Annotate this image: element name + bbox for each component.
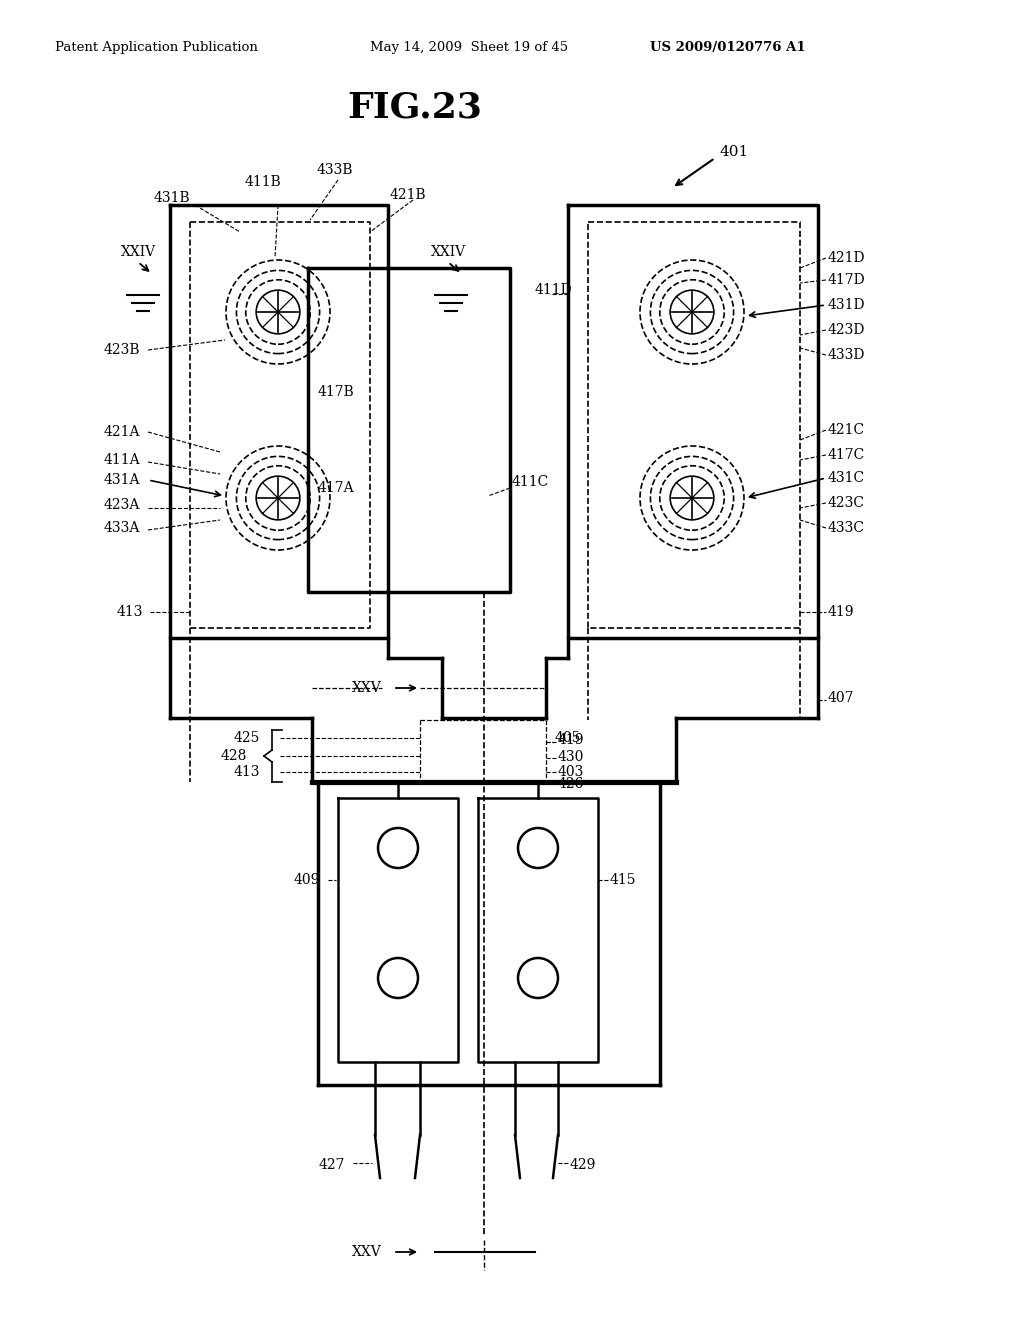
Text: 413: 413 — [233, 766, 260, 779]
Text: 405: 405 — [555, 731, 582, 744]
Text: 427: 427 — [318, 1158, 345, 1172]
Text: 411A: 411A — [103, 453, 140, 467]
Text: 423D: 423D — [828, 323, 865, 337]
Text: XXIV: XXIV — [430, 246, 466, 259]
Text: 428: 428 — [220, 748, 247, 763]
Text: 433D: 433D — [828, 348, 865, 362]
Text: May 14, 2009  Sheet 19 of 45: May 14, 2009 Sheet 19 of 45 — [370, 41, 568, 54]
Text: Patent Application Publication: Patent Application Publication — [55, 41, 258, 54]
Text: FIG.23: FIG.23 — [347, 91, 482, 125]
Text: 409: 409 — [294, 873, 319, 887]
Text: 417C: 417C — [828, 447, 865, 462]
Text: 431D: 431D — [828, 298, 865, 312]
Text: 411D: 411D — [535, 282, 572, 297]
Text: 429: 429 — [570, 1158, 596, 1172]
Text: 417B: 417B — [318, 385, 354, 399]
Text: 421A: 421A — [103, 425, 140, 440]
Text: 419: 419 — [828, 605, 854, 619]
Text: 423C: 423C — [828, 496, 865, 510]
Text: 431B: 431B — [154, 191, 190, 205]
Text: 426: 426 — [558, 777, 585, 791]
Text: 425: 425 — [233, 731, 260, 744]
Text: 431A: 431A — [103, 473, 140, 487]
Text: 411B: 411B — [245, 176, 282, 189]
Text: 423B: 423B — [103, 343, 140, 356]
Text: 431C: 431C — [828, 471, 865, 484]
Text: 430: 430 — [558, 750, 585, 764]
Text: 401: 401 — [720, 145, 750, 158]
Text: XXV: XXV — [352, 681, 382, 696]
Text: XXV: XXV — [352, 1245, 382, 1259]
Text: 421D: 421D — [828, 251, 865, 265]
Text: 433A: 433A — [103, 521, 140, 535]
Text: 417A: 417A — [318, 480, 354, 495]
Text: 421C: 421C — [828, 422, 865, 437]
Text: 423A: 423A — [103, 498, 140, 512]
Text: 415: 415 — [610, 873, 637, 887]
Text: 433C: 433C — [828, 521, 865, 535]
Text: 411C: 411C — [512, 475, 549, 488]
Text: 417D: 417D — [828, 273, 865, 286]
Text: US 2009/0120776 A1: US 2009/0120776 A1 — [650, 41, 806, 54]
Text: 433B: 433B — [316, 162, 353, 177]
Text: XXIV: XXIV — [121, 246, 156, 259]
Text: 403: 403 — [558, 766, 585, 779]
Text: 407: 407 — [828, 690, 854, 705]
Text: 413: 413 — [117, 605, 143, 619]
Text: 419: 419 — [558, 733, 585, 747]
Text: 421B: 421B — [390, 187, 427, 202]
